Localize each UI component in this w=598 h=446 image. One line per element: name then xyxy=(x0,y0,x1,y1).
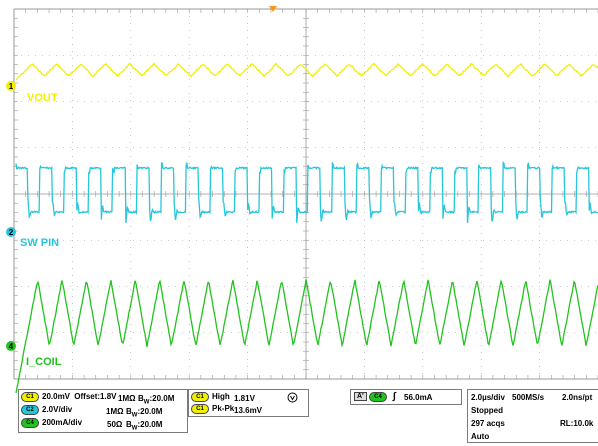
ch2-chip[interactable]: C2 xyxy=(21,405,39,415)
acquisition-panel[interactable]: 2.0µs/div 500MS/s 2.0ns/pt Stopped 297 a… xyxy=(467,389,598,443)
warning-circle-icon[interactable] xyxy=(287,392,298,405)
ch1-chip[interactable]: C1 xyxy=(21,392,39,402)
ch1-marker-label: 1 xyxy=(9,82,14,91)
vout-trace xyxy=(15,62,598,81)
measurement-row-pkpk[interactable]: C1 Pk-Pk xyxy=(191,404,234,414)
ch2-impedance: 1MΩ xyxy=(106,407,124,416)
trigger-mode: Auto xyxy=(471,432,490,441)
i-coil-trace xyxy=(15,279,598,394)
measurement-label: High xyxy=(212,392,230,402)
resolution: 2.0ns/pt xyxy=(562,393,593,402)
trigger-badge: A' xyxy=(354,392,367,401)
ch1-impedance: 1MΩ xyxy=(118,394,136,403)
ch1-marker-icon[interactable] xyxy=(6,81,16,91)
ch4-marker-label: 4 xyxy=(9,342,14,351)
trigger-level: 56.0mA xyxy=(404,393,433,402)
ch1-offset: Offset:1.8V xyxy=(74,392,117,402)
sw-pin-trace xyxy=(15,161,598,224)
measurement-row-high[interactable]: C1 High xyxy=(191,392,230,402)
measurement-chip: C1 xyxy=(191,392,209,402)
trigger-position-marker xyxy=(269,6,277,12)
acquisition-count: 297 acqs xyxy=(471,419,505,428)
vout-label: VOUT xyxy=(27,92,58,104)
timebase: 2.0µs/div xyxy=(471,393,505,402)
ch4-scale: 200mA/div xyxy=(42,418,83,428)
measurement-value-pkpk: 13.6mV xyxy=(234,406,263,415)
waveform-traces xyxy=(15,62,598,394)
ch4-bandwidth: BW:20.0M xyxy=(126,420,163,432)
ch4-chip[interactable]: C4 xyxy=(21,418,39,428)
sample-rate: 500MS/s xyxy=(512,393,545,402)
channel-row-ch4[interactable]: C4 200mA/div xyxy=(21,418,82,428)
ch2-marker-icon[interactable] xyxy=(6,227,16,237)
trigger-panel[interactable]: A' C4 ∫ 56.0mA xyxy=(350,389,462,405)
ch1-bandwidth: BW:20.0M xyxy=(138,394,175,406)
sw-pin-label: SW PIN xyxy=(20,237,59,249)
channel-row-ch1[interactable]: C1 20.0mV Offset:1.8V xyxy=(21,392,117,402)
ch1-scale: 20.0mV xyxy=(42,392,71,402)
record-length: RL:10.0k xyxy=(560,419,594,428)
measurement-chip: C1 xyxy=(191,404,209,414)
i-coil-label: I_COIL xyxy=(26,356,62,368)
channel-markers: 1 2 4 VOUT SW PIN I_COIL xyxy=(6,6,277,368)
trigger-chip: C4 xyxy=(369,392,390,402)
channel-settings-panel: C1 20.0mV Offset:1.8V 1MΩ BW:20.0M C2 2.0V… xyxy=(18,389,188,433)
measurement-value-high: 1.81V xyxy=(234,394,255,403)
acquisition-state: Stopped xyxy=(471,406,503,415)
ch2-bandwidth: BW:20.0M xyxy=(126,407,163,419)
ch4-marker-icon[interactable] xyxy=(6,341,16,351)
ch2-marker-label: 2 xyxy=(9,228,14,237)
ch4-impedance: 50Ω xyxy=(107,420,123,429)
trigger-slope-icon: ∫ xyxy=(393,391,396,402)
graticule xyxy=(13,8,598,380)
channel-row-ch2[interactable]: C2 2.0V/div xyxy=(21,405,72,415)
measurements-panel: C1 High 1.81V C1 Pk-Pk 13.6mV xyxy=(188,389,309,417)
measurement-label: Pk-Pk xyxy=(212,404,235,414)
ch2-scale: 2.0V/div xyxy=(42,405,73,415)
